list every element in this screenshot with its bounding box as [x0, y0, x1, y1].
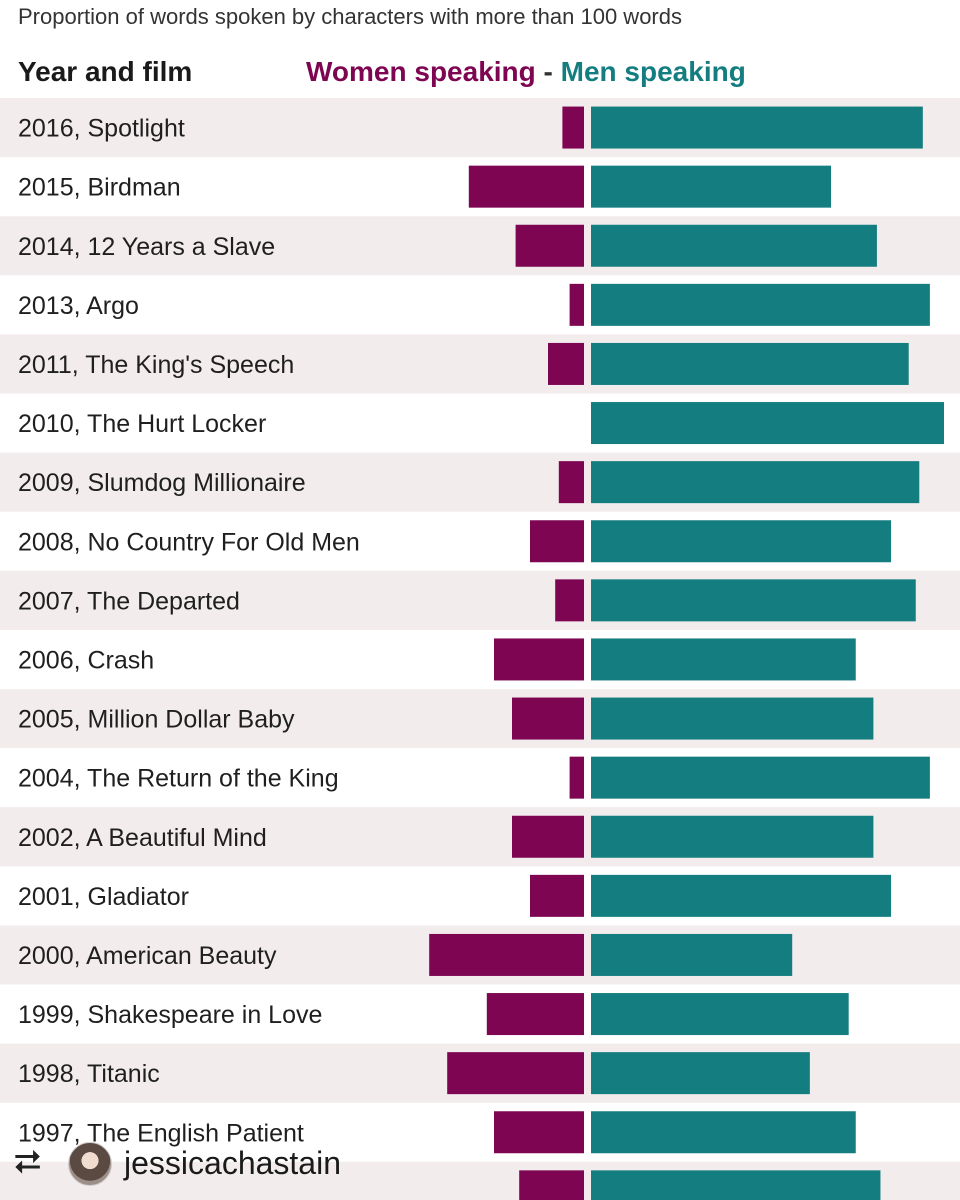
category-label: 2001, Gladiator	[18, 883, 189, 911]
women-bar	[569, 283, 584, 326]
category-label: 2009, Slumdog Millionaire	[18, 469, 306, 497]
women-bar	[486, 993, 584, 1036]
women-bar	[548, 342, 584, 385]
category-label: 2000, American Beauty	[18, 942, 277, 970]
category-label: 2002, A Beautiful Mind	[18, 824, 267, 852]
category-label: 2004, The Return of the King	[18, 765, 339, 793]
men-bar	[591, 933, 793, 976]
men-bar	[591, 165, 832, 208]
men-bar	[591, 993, 849, 1036]
repost-icon[interactable]: ⮂	[14, 1143, 42, 1181]
women-bar	[569, 756, 584, 799]
legend-men: Men speaking	[560, 56, 746, 87]
men-bar	[591, 1170, 881, 1200]
men-bar	[591, 1111, 856, 1154]
women-bar	[562, 106, 584, 149]
category-label: 2015, Birdman	[18, 174, 181, 202]
legend-women: Women speaking	[306, 56, 536, 87]
women-bar	[512, 697, 584, 740]
women-bar	[468, 165, 584, 208]
men-bar	[591, 579, 916, 622]
legend: Women speaking - Men speaking	[306, 56, 746, 88]
men-bar	[591, 874, 892, 917]
women-bar	[530, 874, 584, 917]
category-header: Year and film	[18, 56, 193, 87]
women-bar	[555, 579, 584, 622]
women-bar	[519, 1170, 584, 1200]
men-bar	[591, 756, 930, 799]
category-label: 1997, The English Patient	[18, 1119, 304, 1147]
women-bar	[447, 1052, 584, 1095]
men-bar	[591, 461, 920, 504]
men-bar	[591, 815, 874, 858]
men-bar	[591, 638, 856, 681]
chart-title: Proportion of words spoken by characters…	[18, 4, 682, 29]
category-label: 2013, Argo	[18, 292, 139, 320]
men-bar	[591, 342, 909, 385]
women-bar	[494, 1111, 584, 1154]
men-bar	[591, 224, 877, 267]
category-label: 2010, The Hurt Locker	[18, 410, 266, 438]
women-bar	[515, 224, 584, 267]
category-label: 2005, Million Dollar Baby	[18, 706, 295, 734]
category-label: 2011, The King's Speech	[18, 351, 294, 379]
women-bar	[429, 933, 584, 976]
men-bar	[591, 106, 923, 149]
women-bar	[494, 638, 584, 681]
legend-separator: -	[543, 56, 553, 87]
category-label: 1999, Shakespeare in Love	[18, 1001, 322, 1029]
women-bar	[512, 815, 584, 858]
women-bar	[530, 520, 584, 563]
category-label: 1998, Titanic	[18, 1060, 160, 1088]
category-label: 2008, No Country For Old Men	[18, 528, 360, 556]
men-bar	[591, 283, 930, 326]
repost-username[interactable]: jessicachastain	[124, 1145, 341, 1181]
category-label: 2014, 12 Years a Slave	[18, 233, 275, 261]
men-bar	[591, 697, 874, 740]
men-bar	[591, 520, 892, 563]
men-bar	[591, 402, 944, 445]
category-label: 2006, Crash	[18, 646, 154, 674]
women-bar	[558, 461, 584, 504]
category-label: 2016, Spotlight	[18, 115, 185, 143]
men-bar	[591, 1052, 810, 1095]
category-label: 2007, The Departed	[18, 587, 240, 615]
avatar[interactable]	[68, 1142, 112, 1186]
repost-bar: ⮂ jessicachastain	[0, 1128, 960, 1200]
